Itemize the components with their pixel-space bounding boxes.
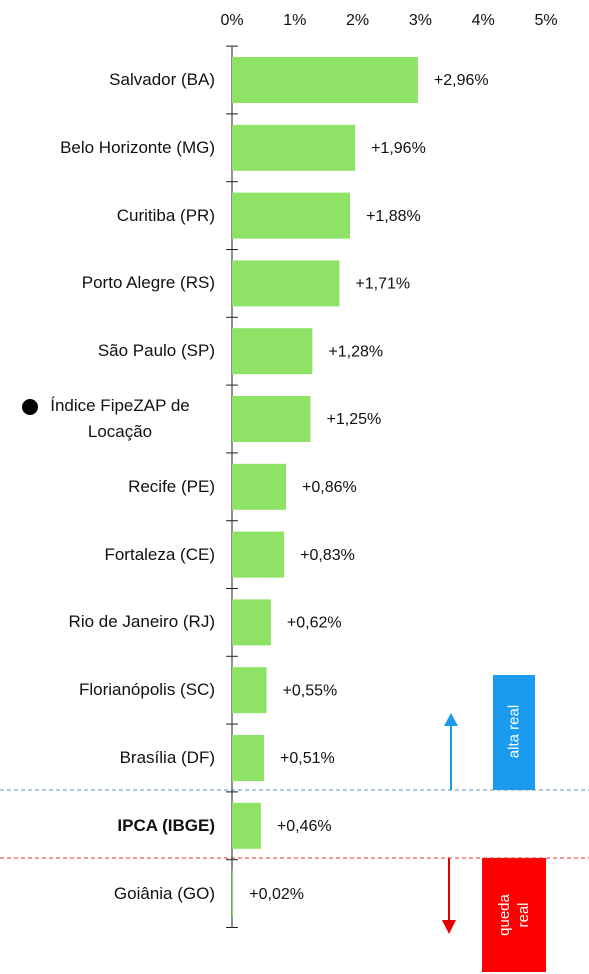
category-label: São Paulo (SP) [97, 341, 215, 361]
x-tick-label: 3% [409, 12, 432, 29]
value-label: +1,28% [328, 343, 383, 360]
category-label: Goiânia (GO) [113, 883, 215, 903]
bar [232, 463, 287, 510]
category-label: Rio de Janeiro (RJ) [68, 612, 215, 632]
category-label: IPCA (IBGE) [117, 815, 215, 835]
bar [232, 57, 418, 103]
value-label: +0,83% [300, 547, 355, 564]
bar [232, 802, 261, 849]
highlight-marker [22, 399, 38, 415]
bar [232, 124, 356, 171]
rise-arrow-head [444, 713, 458, 726]
bar [232, 599, 271, 646]
x-tick-label: 5% [534, 12, 557, 29]
fall-arrow-head [442, 920, 456, 934]
category-label: Salvador (BA) [109, 70, 215, 89]
bar [232, 870, 234, 917]
value-label: +1,25% [327, 411, 382, 428]
category-label: Brasília (DF) [119, 748, 215, 767]
value-label: +0,55% [283, 682, 338, 699]
bar [232, 192, 351, 239]
rise-label: alta real [505, 704, 523, 759]
x-tick-label: 0% [220, 12, 243, 29]
x-tick-label: 1% [283, 12, 306, 29]
category-label: Índice FipeZAP de Locação [50, 396, 190, 441]
value-label: +2,96% [434, 72, 489, 89]
bar [232, 396, 311, 442]
rise-box [493, 675, 535, 790]
category-label: Belo Horizonte (MG) [60, 137, 215, 157]
bar [232, 667, 267, 714]
category-label: Florianópolis (SC) [78, 680, 215, 700]
value-label: +0,46% [277, 818, 332, 835]
fall-label: queda real [496, 894, 532, 936]
category-label: Curitiba (PR) [116, 205, 215, 225]
value-label: +0,86% [302, 479, 357, 496]
value-label: +1,96% [371, 140, 426, 157]
value-label: +0,51% [280, 750, 335, 767]
category-label: Fortaleza (CE) [104, 544, 215, 564]
fall-box [482, 858, 546, 972]
bar [232, 328, 313, 375]
value-label: +0,62% [287, 615, 342, 632]
bar [232, 260, 340, 307]
value-label: +1,88% [366, 208, 421, 225]
x-tick-label: 4% [472, 12, 495, 29]
category-label: Porto Alegre (RS) [81, 273, 215, 293]
bar [232, 735, 265, 781]
value-label: +0,02% [249, 886, 304, 903]
category-label: Recife (PE) [128, 476, 215, 496]
x-tick-label: 2% [346, 12, 369, 29]
value-label: +1,71% [355, 276, 410, 293]
bar [232, 531, 285, 578]
